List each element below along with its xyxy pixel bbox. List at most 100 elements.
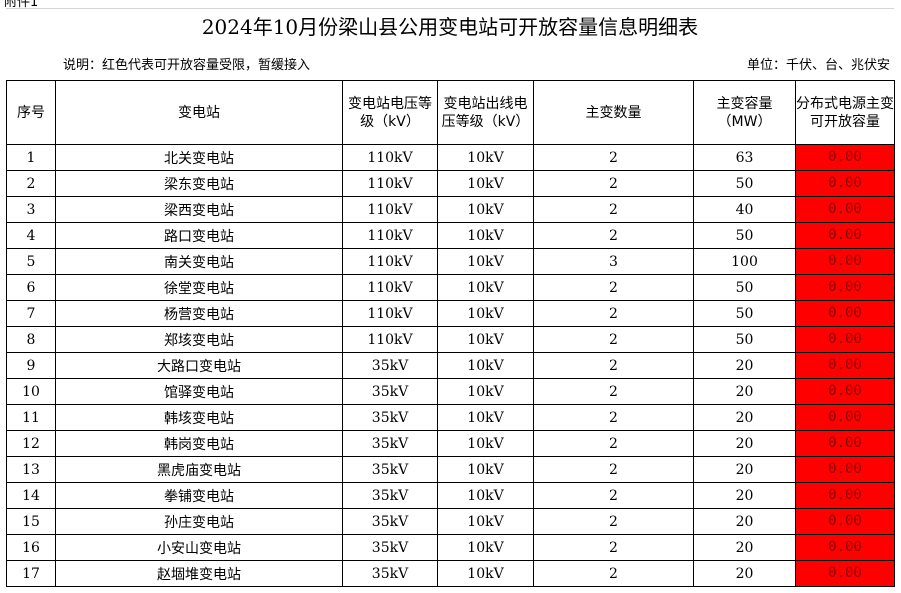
- cell-transformer-capacity: 50: [693, 222, 796, 249]
- open-capacity-value: 0.00: [828, 253, 862, 269]
- cell-open-capacity: 0.00: [795, 326, 895, 353]
- header-row: 序号 变电站 变电站电压等级（kV） 变电站出线电压等级（kV） 主变数量 主变…: [6, 80, 895, 145]
- cell-station-voltage: 35kV: [342, 456, 438, 483]
- cell-transformer-count: 3: [533, 248, 694, 275]
- cell-seq: 7: [6, 300, 56, 327]
- cell-transformer-count: 2: [533, 144, 694, 171]
- cell-station-voltage: 110kV: [342, 144, 438, 171]
- open-capacity-value: 0.00: [828, 435, 862, 451]
- cell-station: 赵堌堆变电站: [55, 560, 343, 587]
- open-capacity-value: 0.00: [828, 227, 862, 243]
- cell-transformer-count: 2: [533, 300, 694, 327]
- note-row: 说明：红色代表可开放容量受限，暂缓接入 单位：千伏、台、兆伏安: [6, 52, 894, 74]
- cell-station: 韩岗变电站: [55, 430, 343, 457]
- cell-seq: 2: [6, 170, 56, 197]
- cell-station: 韩垓变电站: [55, 404, 343, 431]
- open-capacity-value: 0.00: [828, 149, 862, 165]
- cell-transformer-count: 2: [533, 456, 694, 483]
- table-row: 3 梁西变电站 110kV 10kV 2 40 0.00: [6, 196, 895, 223]
- table-row: 6 徐堂变电站 110kV 10kV 2 50 0.00: [6, 274, 895, 301]
- open-capacity-value: 0.00: [828, 539, 862, 555]
- header-transformer-count: 主变数量: [533, 80, 694, 145]
- open-capacity-value: 0.00: [828, 305, 862, 321]
- cell-transformer-capacity: 20: [693, 378, 796, 405]
- cell-outlet-voltage: 10kV: [437, 352, 534, 379]
- cell-station-voltage: 35kV: [342, 430, 438, 457]
- cell-transformer-capacity: 50: [693, 300, 796, 327]
- cell-station: 杨营变电站: [55, 300, 343, 327]
- open-capacity-value: 0.00: [828, 487, 862, 503]
- cell-station: 梁西变电站: [55, 196, 343, 223]
- cell-seq: 1: [6, 144, 56, 171]
- cell-station-voltage: 35kV: [342, 378, 438, 405]
- cell-transformer-count: 2: [533, 482, 694, 509]
- cell-transformer-count: 2: [533, 378, 694, 405]
- cell-seq: 8: [6, 326, 56, 353]
- cell-seq: 17: [6, 560, 56, 587]
- cell-seq: 12: [6, 430, 56, 457]
- cell-station: 馆驿变电站: [55, 378, 343, 405]
- table-row: 14 拳铺变电站 35kV 10kV 2 20 0.00: [6, 482, 895, 509]
- open-capacity-value: 0.00: [828, 357, 862, 373]
- table-row: 15 孙庄变电站 35kV 10kV 2 20 0.00: [6, 508, 895, 535]
- header-station: 变电站: [55, 80, 343, 145]
- header-open-capacity: 分布式电源主变可开放容量: [795, 80, 895, 145]
- cell-transformer-capacity: 20: [693, 534, 796, 561]
- cell-seq: 15: [6, 508, 56, 535]
- cell-outlet-voltage: 10kV: [437, 378, 534, 405]
- attachment-label: 附件1: [4, 0, 39, 10]
- unit-note: 单位：千伏、台、兆伏安: [746, 58, 890, 73]
- cell-seq: 11: [6, 404, 56, 431]
- cell-open-capacity: 0.00: [795, 144, 895, 171]
- cell-transformer-capacity: 50: [693, 170, 796, 197]
- cell-station: 路口变电站: [55, 222, 343, 249]
- cell-transformer-count: 2: [533, 508, 694, 535]
- table-row: 16 小安山变电站 35kV 10kV 2 20 0.00: [6, 534, 895, 561]
- table-row: 1 北关变电站 110kV 10kV 2 63 0.00: [6, 144, 895, 171]
- cell-transformer-count: 2: [533, 534, 694, 561]
- cell-station: 北关变电站: [55, 144, 343, 171]
- header-station-voltage: 变电站电压等级（kV）: [342, 80, 438, 145]
- table-row: 10 馆驿变电站 35kV 10kV 2 20 0.00: [6, 378, 895, 405]
- cell-station: 大路口变电站: [55, 352, 343, 379]
- cell-open-capacity: 0.00: [795, 430, 895, 457]
- open-capacity-value: 0.00: [828, 461, 862, 477]
- cell-outlet-voltage: 10kV: [437, 274, 534, 301]
- cell-seq: 13: [6, 456, 56, 483]
- header-outlet-voltage: 变电站出线电压等级（kV）: [437, 80, 534, 145]
- cell-outlet-voltage: 10kV: [437, 326, 534, 353]
- cell-transformer-capacity: 100: [693, 248, 796, 275]
- cell-station-voltage: 110kV: [342, 248, 438, 275]
- cell-outlet-voltage: 10kV: [437, 560, 534, 587]
- table-row: 4 路口变电站 110kV 10kV 2 50 0.00: [6, 222, 895, 249]
- cell-transformer-capacity: 20: [693, 560, 796, 587]
- cell-seq: 5: [6, 248, 56, 275]
- cell-transformer-count: 2: [533, 170, 694, 197]
- table-row: 11 韩垓变电站 35kV 10kV 2 20 0.00: [6, 404, 895, 431]
- cell-transformer-capacity: 20: [693, 352, 796, 379]
- cell-station-voltage: 110kV: [342, 274, 438, 301]
- cell-open-capacity: 0.00: [795, 456, 895, 483]
- cell-transformer-count: 2: [533, 222, 694, 249]
- cell-transformer-capacity: 20: [693, 430, 796, 457]
- table-row: 2 梁东变电站 110kV 10kV 2 50 0.00: [6, 170, 895, 197]
- cell-open-capacity: 0.00: [795, 404, 895, 431]
- cell-seq: 4: [6, 222, 56, 249]
- cell-outlet-voltage: 10kV: [437, 144, 534, 171]
- cell-transformer-count: 2: [533, 560, 694, 587]
- cell-open-capacity: 0.00: [795, 560, 895, 587]
- cell-station: 拳铺变电站: [55, 482, 343, 509]
- cell-station: 郑垓变电站: [55, 326, 343, 353]
- header-transformer-capacity: 主变容量（MW）: [693, 80, 796, 145]
- cell-station-voltage: 35kV: [342, 482, 438, 509]
- cell-seq: 10: [6, 378, 56, 405]
- cell-station: 小安山变电站: [55, 534, 343, 561]
- cell-transformer-count: 2: [533, 404, 694, 431]
- cell-outlet-voltage: 10kV: [437, 534, 534, 561]
- cell-open-capacity: 0.00: [795, 248, 895, 275]
- cell-transformer-capacity: 20: [693, 482, 796, 509]
- cell-transformer-capacity: 50: [693, 326, 796, 353]
- table-row: 7 杨营变电站 110kV 10kV 2 50 0.00: [6, 300, 895, 327]
- cell-station: 梁东变电站: [55, 170, 343, 197]
- open-capacity-value: 0.00: [828, 513, 862, 529]
